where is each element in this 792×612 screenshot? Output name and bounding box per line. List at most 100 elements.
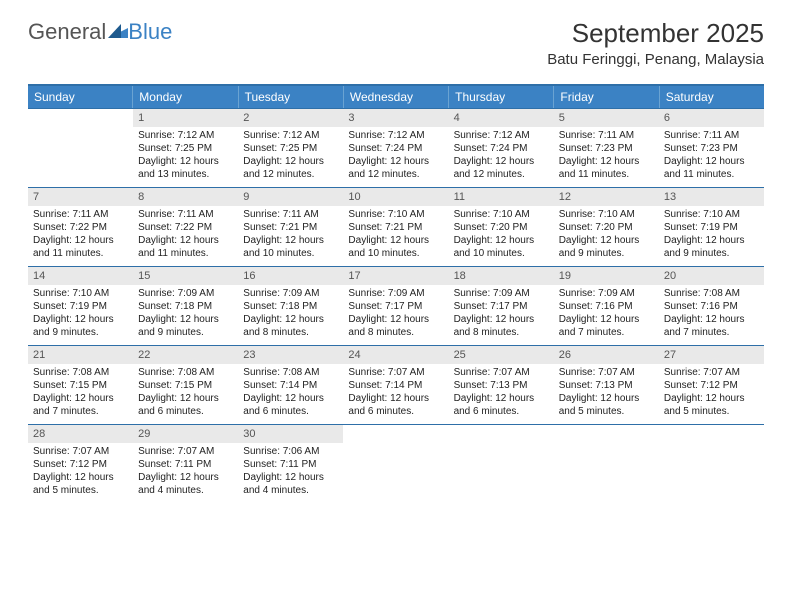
daylight-line: Daylight: 12 hours and 13 minutes. (138, 155, 233, 181)
sunrise-line: Sunrise: 7:08 AM (138, 366, 233, 379)
daylight-line: Daylight: 12 hours and 11 minutes. (664, 155, 759, 181)
sunrise-line: Sunrise: 7:07 AM (559, 366, 654, 379)
day-body: Sunrise: 7:12 AMSunset: 7:25 PMDaylight:… (238, 127, 343, 185)
daylight-line: Daylight: 12 hours and 5 minutes. (33, 471, 128, 497)
sunrise-line: Sunrise: 7:10 AM (348, 208, 443, 221)
weeks-container: 1Sunrise: 7:12 AMSunset: 7:25 PMDaylight… (28, 108, 764, 503)
sunset-line: Sunset: 7:18 PM (243, 300, 338, 313)
sunset-line: Sunset: 7:24 PM (348, 142, 443, 155)
day-number: 24 (343, 346, 448, 364)
daylight-line: Daylight: 12 hours and 8 minutes. (243, 313, 338, 339)
daylight-line: Daylight: 12 hours and 11 minutes. (138, 234, 233, 260)
logo-text-blue: Blue (128, 19, 172, 45)
day-body: Sunrise: 7:07 AMSunset: 7:11 PMDaylight:… (133, 443, 238, 501)
sunrise-line: Sunrise: 7:11 AM (664, 129, 759, 142)
sunrise-line: Sunrise: 7:07 AM (454, 366, 549, 379)
sunset-line: Sunset: 7:16 PM (559, 300, 654, 313)
sunset-line: Sunset: 7:17 PM (348, 300, 443, 313)
sunset-line: Sunset: 7:25 PM (138, 142, 233, 155)
daylight-line: Daylight: 12 hours and 7 minutes. (33, 392, 128, 418)
day-number: 27 (659, 346, 764, 364)
weekday-header: Thursday (449, 86, 554, 108)
day-body: Sunrise: 7:07 AMSunset: 7:13 PMDaylight:… (554, 364, 659, 422)
day-cell (449, 425, 554, 503)
day-body: Sunrise: 7:09 AMSunset: 7:16 PMDaylight:… (554, 285, 659, 343)
day-body: Sunrise: 7:06 AMSunset: 7:11 PMDaylight:… (238, 443, 343, 501)
weekday-header: Friday (554, 86, 659, 108)
daylight-line: Daylight: 12 hours and 11 minutes. (559, 155, 654, 181)
daylight-line: Daylight: 12 hours and 7 minutes. (664, 313, 759, 339)
day-body: Sunrise: 7:10 AMSunset: 7:21 PMDaylight:… (343, 206, 448, 264)
sunset-line: Sunset: 7:14 PM (243, 379, 338, 392)
day-cell (659, 425, 764, 503)
week-row: 1Sunrise: 7:12 AMSunset: 7:25 PMDaylight… (28, 108, 764, 187)
sunrise-line: Sunrise: 7:12 AM (138, 129, 233, 142)
day-cell: 22Sunrise: 7:08 AMSunset: 7:15 PMDayligh… (133, 346, 238, 424)
day-body: Sunrise: 7:10 AMSunset: 7:19 PMDaylight:… (659, 206, 764, 264)
day-cell: 29Sunrise: 7:07 AMSunset: 7:11 PMDayligh… (133, 425, 238, 503)
sunrise-line: Sunrise: 7:09 AM (138, 287, 233, 300)
day-cell: 16Sunrise: 7:09 AMSunset: 7:18 PMDayligh… (238, 267, 343, 345)
day-number: 13 (659, 188, 764, 206)
sunrise-line: Sunrise: 7:08 AM (664, 287, 759, 300)
sunrise-line: Sunrise: 7:10 AM (454, 208, 549, 221)
sunset-line: Sunset: 7:16 PM (664, 300, 759, 313)
day-number: 20 (659, 267, 764, 285)
day-number: 1 (133, 109, 238, 127)
day-body: Sunrise: 7:11 AMSunset: 7:23 PMDaylight:… (554, 127, 659, 185)
day-body: Sunrise: 7:10 AMSunset: 7:20 PMDaylight:… (449, 206, 554, 264)
header: General Blue September 2025 Batu Feringg… (0, 0, 792, 76)
sunset-line: Sunset: 7:20 PM (559, 221, 654, 234)
sunrise-line: Sunrise: 7:08 AM (243, 366, 338, 379)
sunrise-line: Sunrise: 7:12 AM (348, 129, 443, 142)
day-cell: 2Sunrise: 7:12 AMSunset: 7:25 PMDaylight… (238, 109, 343, 187)
day-number: 8 (133, 188, 238, 206)
day-cell: 27Sunrise: 7:07 AMSunset: 7:12 PMDayligh… (659, 346, 764, 424)
day-number: 10 (343, 188, 448, 206)
daylight-line: Daylight: 12 hours and 6 minutes. (454, 392, 549, 418)
day-cell: 11Sunrise: 7:10 AMSunset: 7:20 PMDayligh… (449, 188, 554, 266)
week-row: 7Sunrise: 7:11 AMSunset: 7:22 PMDaylight… (28, 187, 764, 266)
day-number: 9 (238, 188, 343, 206)
sunrise-line: Sunrise: 7:12 AM (243, 129, 338, 142)
day-cell: 19Sunrise: 7:09 AMSunset: 7:16 PMDayligh… (554, 267, 659, 345)
day-cell: 1 Sunrise: 7:12 AMSunset: 7:25 PMDaylight… (133, 109, 238, 187)
daylight-line: Daylight: 12 hours and 4 minutes. (243, 471, 338, 497)
week-row: 21Sunrise: 7:08 AMSunset: 7:15 PMDayligh… (28, 345, 764, 424)
logo-mark-icon (108, 18, 128, 44)
daylight-line: Daylight: 12 hours and 8 minutes. (454, 313, 549, 339)
sunset-line: Sunset: 7:12 PM (664, 379, 759, 392)
daylight-line: Daylight: 12 hours and 7 minutes. (559, 313, 654, 339)
logo: General Blue (28, 18, 172, 46)
daylight-line: Daylight: 12 hours and 9 minutes. (33, 313, 128, 339)
day-body: Sunrise: 7:08 AMSunset: 7:16 PMDaylight:… (659, 285, 764, 343)
sunset-line: Sunset: 7:22 PM (138, 221, 233, 234)
sunset-line: Sunset: 7:11 PM (138, 458, 233, 471)
daylight-line: Daylight: 12 hours and 6 minutes. (348, 392, 443, 418)
day-cell: 14Sunrise: 7:10 AMSunset: 7:19 PMDayligh… (28, 267, 133, 345)
day-number: 26 (554, 346, 659, 364)
weekday-header: Monday (133, 86, 238, 108)
sunset-line: Sunset: 7:21 PM (243, 221, 338, 234)
sunrise-line: Sunrise: 7:10 AM (664, 208, 759, 221)
sunset-line: Sunset: 7:23 PM (664, 142, 759, 155)
day-body: Sunrise: 7:11 AMSunset: 7:22 PMDaylight:… (133, 206, 238, 264)
week-row: 14Sunrise: 7:10 AMSunset: 7:19 PMDayligh… (28, 266, 764, 345)
daylight-line: Daylight: 12 hours and 6 minutes. (243, 392, 338, 418)
day-body: Sunrise: 7:08 AMSunset: 7:15 PMDaylight:… (133, 364, 238, 422)
sunset-line: Sunset: 7:24 PM (454, 142, 549, 155)
day-cell: 26Sunrise: 7:07 AMSunset: 7:13 PMDayligh… (554, 346, 659, 424)
day-number: 23 (238, 346, 343, 364)
title-block: September 2025 Batu Feringgi, Penang, Ma… (547, 18, 764, 68)
sunrise-line: Sunrise: 7:07 AM (664, 366, 759, 379)
day-body: Sunrise: 7:11 AMSunset: 7:21 PMDaylight:… (238, 206, 343, 264)
sunset-line: Sunset: 7:15 PM (138, 379, 233, 392)
day-body: Sunrise: 7:07 AMSunset: 7:12 PMDaylight:… (28, 443, 133, 501)
sunset-line: Sunset: 7:25 PM (243, 142, 338, 155)
sunrise-line: Sunrise: 7:12 AM (454, 129, 549, 142)
daylight-line: Daylight: 12 hours and 10 minutes. (348, 234, 443, 260)
day-number: 22 (133, 346, 238, 364)
day-cell: 24Sunrise: 7:07 AMSunset: 7:14 PMDayligh… (343, 346, 448, 424)
daylight-line: Daylight: 12 hours and 11 minutes. (33, 234, 128, 260)
sunrise-line: Sunrise: 7:11 AM (559, 129, 654, 142)
